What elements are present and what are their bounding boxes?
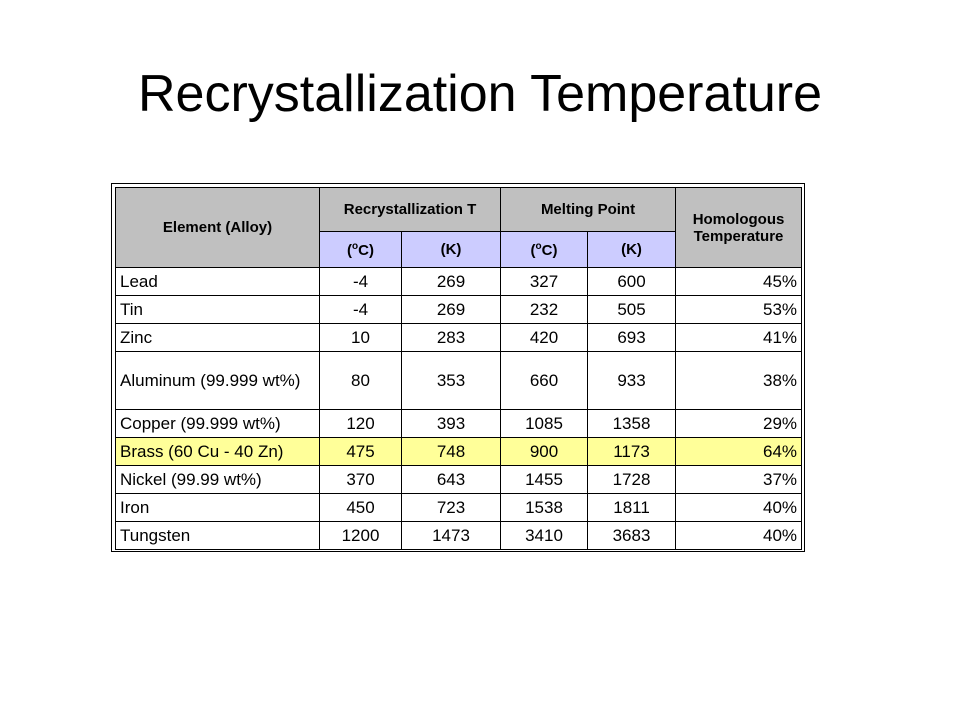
cell-recryst-k: 393 — [400, 409, 502, 438]
table-row: Tin -4 269 232 505 53% — [115, 295, 803, 324]
data-table-frame: Element (Alloy) Recrystallization T Melt… — [111, 183, 805, 552]
header-homologous-line2: Temperature — [693, 227, 784, 245]
cell-melting-k: 600 — [587, 267, 677, 296]
header-recryst-kelvin: (K) — [400, 231, 502, 268]
header-melting-celsius: (oC) — [500, 231, 589, 268]
cell-recryst-k: 723 — [400, 493, 502, 522]
table-row: Lead -4 269 327 600 45% — [115, 267, 803, 296]
recrystallization-table: Element (Alloy) Recrystallization T Melt… — [115, 187, 803, 550]
cell-recryst-k: 283 — [400, 323, 502, 352]
cell-melting-c: 3410 — [500, 521, 589, 550]
cell-melting-c: 420 — [500, 323, 589, 352]
cell-homologous: 64% — [675, 437, 803, 466]
header-homologous-line1: Homologous — [692, 210, 785, 228]
cell-element-name: Iron — [115, 493, 320, 522]
cell-melting-c: 1538 — [500, 493, 589, 522]
cell-homologous: 45% — [675, 267, 803, 296]
header-element: Element (Alloy) — [115, 187, 320, 268]
cell-element-name: Brass (60 Cu - 40 Zn) — [115, 437, 320, 466]
cell-melting-k: 3683 — [587, 521, 677, 550]
cell-melting-k: 1811 — [587, 493, 677, 522]
cell-melting-k: 693 — [587, 323, 677, 352]
cell-homologous: 40% — [675, 521, 803, 550]
cell-homologous: 53% — [675, 295, 803, 324]
header-recrystallization: Recrystallization T — [318, 187, 502, 232]
cell-melting-c: 1085 — [500, 409, 589, 438]
table-row: Aluminum (99.999 wt%) 80 353 660 933 38% — [115, 351, 803, 410]
table-row: Zinc 10 283 420 693 41% — [115, 323, 803, 352]
cell-recryst-c: 450 — [319, 493, 402, 522]
cell-recryst-c: 370 — [319, 465, 402, 494]
cell-recryst-k: 269 — [400, 295, 502, 324]
cell-element-name: Tin — [115, 295, 320, 324]
cell-recryst-c: 120 — [319, 409, 402, 438]
table-row: Nickel (99.99 wt%) 370 643 1455 1728 37% — [115, 465, 803, 494]
cell-recryst-k: 269 — [400, 267, 502, 296]
header-homologous: Homologous Temperature — [675, 187, 803, 268]
cell-recryst-c: 1200 — [319, 521, 402, 550]
table-row: Copper (99.999 wt%) 120 393 1085 1358 29% — [115, 409, 803, 438]
cell-recryst-c: -4 — [319, 267, 402, 296]
table-row: Brass (60 Cu - 40 Zn) 475 748 900 1173 64% — [115, 437, 803, 466]
header-melting-kelvin: (K) — [587, 231, 677, 268]
cell-recryst-k: 1473 — [400, 521, 502, 550]
slide-title: Recrystallization Temperature — [138, 65, 822, 123]
cell-homologous: 29% — [675, 409, 803, 438]
cell-melting-k: 1173 — [587, 437, 677, 466]
cell-melting-c: 660 — [500, 351, 589, 410]
table-body: Lead -4 269 327 600 45% Tin -4 269 232 505 53% Zinc 1… — [115, 267, 803, 550]
cell-melting-k: 933 — [587, 351, 677, 410]
cell-recryst-k: 353 — [400, 351, 502, 410]
cell-melting-c: 327 — [500, 267, 589, 296]
cell-homologous: 38% — [675, 351, 803, 410]
cell-recryst-c: 80 — [319, 351, 402, 410]
cell-melting-c: 232 — [500, 295, 589, 324]
cell-melting-c: 1455 — [500, 465, 589, 494]
table-row: Tungsten 1200 1473 3410 3683 40% — [115, 521, 803, 550]
cell-element-name: Copper (99.999 wt%) — [115, 409, 320, 438]
table-row: Iron 450 723 1538 1811 40% — [115, 493, 803, 522]
cell-recryst-c: 10 — [319, 323, 402, 352]
cell-element-name: Tungsten — [115, 521, 320, 550]
cell-melting-c: 900 — [500, 437, 589, 466]
cell-melting-k: 1728 — [587, 465, 677, 494]
cell-element-name: Nickel (99.99 wt%) — [115, 465, 320, 494]
cell-melting-k: 1358 — [587, 409, 677, 438]
header-melting-point: Melting Point — [500, 187, 677, 232]
cell-homologous: 41% — [675, 323, 803, 352]
cell-element-name: Zinc — [115, 323, 320, 352]
cell-melting-k: 505 — [587, 295, 677, 324]
cell-homologous: 37% — [675, 465, 803, 494]
cell-recryst-c: -4 — [319, 295, 402, 324]
cell-element-name: Lead — [115, 267, 320, 296]
cell-homologous: 40% — [675, 493, 803, 522]
cell-element-name: Aluminum (99.999 wt%) — [115, 351, 320, 410]
cell-recryst-k: 643 — [400, 465, 502, 494]
cell-recryst-k: 748 — [400, 437, 502, 466]
header-recryst-celsius: (oC) — [319, 231, 402, 268]
cell-recryst-c: 475 — [319, 437, 402, 466]
